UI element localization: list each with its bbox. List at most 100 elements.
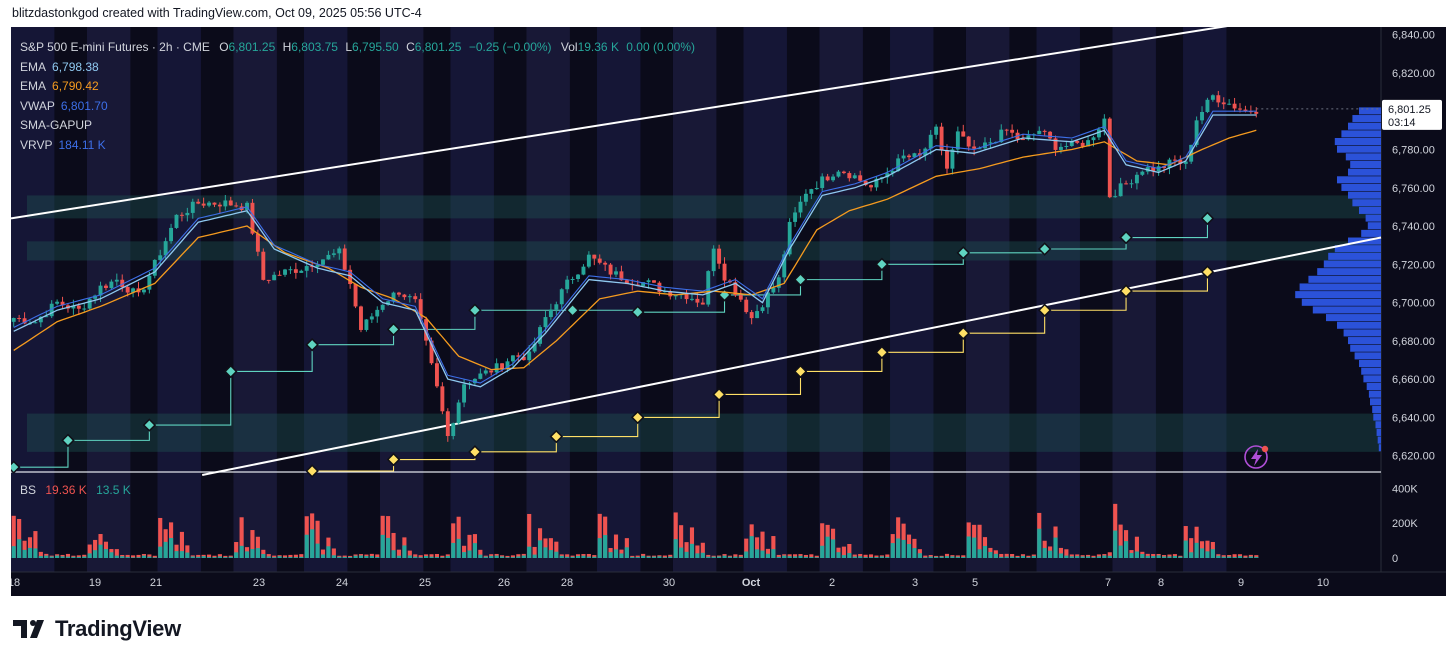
candle-body: [646, 280, 651, 283]
price-chart[interactable]: 6,840.006,820.006,800.006,780.006,760.00…: [11, 27, 1446, 596]
volume-bar-buy: [272, 555, 277, 558]
session-band: [304, 27, 348, 572]
volume-bar-buy: [22, 540, 27, 558]
gapup-yellow-marker: [1037, 303, 1052, 317]
candle-body: [1091, 137, 1096, 141]
symbol-title[interactable]: S&P 500 E-mini Futures · 2h · CME: [20, 40, 210, 54]
lightning-bolt: [1251, 449, 1262, 466]
volume-bar-sell: [700, 552, 705, 558]
volume-bar-sell: [223, 557, 228, 558]
time-tick-label: 23: [253, 577, 265, 589]
candle-body: [977, 148, 982, 150]
vwap-value: 6,801.70: [60, 98, 108, 113]
candle-body: [348, 269, 353, 285]
candle-body: [1058, 146, 1063, 150]
vrvp-bar: [1366, 382, 1381, 391]
candle-body: [814, 187, 819, 190]
candle-body: [17, 317, 22, 319]
candle-body: [185, 212, 190, 216]
footer-brand[interactable]: TradingView: [13, 616, 181, 642]
candle-body: [391, 292, 396, 302]
gapup-yellow-marker: [1119, 284, 1133, 298]
candle-body: [478, 373, 483, 379]
volume-bar-buy: [776, 554, 781, 558]
volume-bar-sell: [402, 545, 407, 558]
vrvp-bar: [1317, 268, 1381, 276]
volume-bar-sell: [315, 543, 320, 558]
volume-bar-buy: [391, 532, 396, 558]
candle-body: [527, 351, 532, 361]
candle-body: [1210, 95, 1215, 100]
candle-body: [33, 322, 38, 324]
candle-body: [104, 285, 108, 288]
candle-body: [1102, 118, 1107, 130]
candle-body: [353, 284, 358, 307]
volume-bar-buy: [299, 554, 304, 558]
volume-bar-buy: [733, 554, 738, 558]
bs-sell-value: 13.5 K: [96, 483, 131, 497]
lightning-alert-dot: [1261, 445, 1269, 453]
ema2-row[interactable]: EMA 6,790.42: [20, 77, 695, 97]
volume-bar-buy: [955, 555, 960, 558]
gapup-teal-marker: [61, 433, 75, 448]
candle-body: [326, 254, 331, 260]
session-band: [233, 27, 277, 572]
candle-body: [179, 214, 184, 216]
vrvp-bar: [1365, 214, 1381, 222]
volume-bar-buy: [342, 555, 347, 558]
time-tick-label: 18: [11, 577, 20, 589]
volume-bar-sell: [738, 556, 743, 558]
volume-bar-sell: [532, 554, 537, 558]
vrvp-bar: [1326, 314, 1381, 322]
volume-bar-sell: [304, 534, 309, 558]
vrvp-row[interactable]: VRVP 184.11 K: [20, 136, 695, 156]
candle-body: [1129, 183, 1134, 185]
candle-body: [939, 126, 944, 151]
volume-bar-sell: [722, 555, 727, 558]
vrvp-bar: [1363, 375, 1381, 383]
volume-bar-sell: [1178, 556, 1183, 558]
ema1-row[interactable]: EMA 6,798.38: [20, 58, 695, 78]
volume-bar-sell: [668, 556, 673, 558]
lightning-icon[interactable]: [1244, 445, 1269, 469]
channel-upper-line: [11, 27, 1228, 220]
volume-bar-sell: [1020, 555, 1026, 558]
chart-frame[interactable]: 6,840.006,820.006,800.006,780.006,760.00…: [11, 27, 1446, 596]
volume-bar-sell: [641, 555, 646, 558]
volume-bar-sell: [125, 556, 130, 558]
candle-body: [11, 317, 16, 322]
candle-body: [310, 266, 315, 268]
volume-bar-buy: [858, 553, 863, 558]
vwap-row[interactable]: VWAP 6,801.70: [20, 97, 695, 117]
volume-bar-sell: [147, 556, 152, 558]
volume-bar-sell: [662, 557, 667, 558]
volume-bar-buy: [977, 524, 982, 558]
candle-body: [793, 212, 798, 222]
volume-bar-sell: [299, 556, 304, 558]
candle-body: [440, 386, 445, 412]
candle-body: [125, 287, 130, 293]
candle-body: [451, 423, 456, 437]
bar-countdown-label: 03:14: [1388, 117, 1416, 129]
volume-bar-buy: [1058, 547, 1064, 558]
volume-bar-sell: [1048, 550, 1053, 558]
candle-body: [494, 363, 499, 373]
candle-body: [603, 262, 608, 265]
candle-body: [429, 340, 434, 364]
volume-bar-sell: [163, 541, 168, 558]
volume-bar-buy: [1254, 555, 1259, 558]
sma-row[interactable]: SMA-GAPUP: [20, 116, 695, 136]
volume-bar-sell: [1053, 537, 1058, 558]
volume-bar-sell: [1026, 557, 1031, 558]
candle-body: [950, 149, 955, 169]
bs-legend[interactable]: BS 19.36 K 13.5 K: [20, 483, 131, 497]
support-zone: [27, 413, 1381, 452]
volume-bar-sell: [592, 556, 597, 558]
gapup-teal-marker: [11, 460, 21, 474]
volume-bar-sell: [977, 549, 982, 558]
volume-bar-sell: [326, 546, 331, 558]
volume-bar-sell: [1227, 556, 1232, 558]
time-tick-label: 25: [419, 577, 431, 589]
candle-body: [901, 155, 906, 159]
volume-bar-buy: [467, 534, 472, 558]
